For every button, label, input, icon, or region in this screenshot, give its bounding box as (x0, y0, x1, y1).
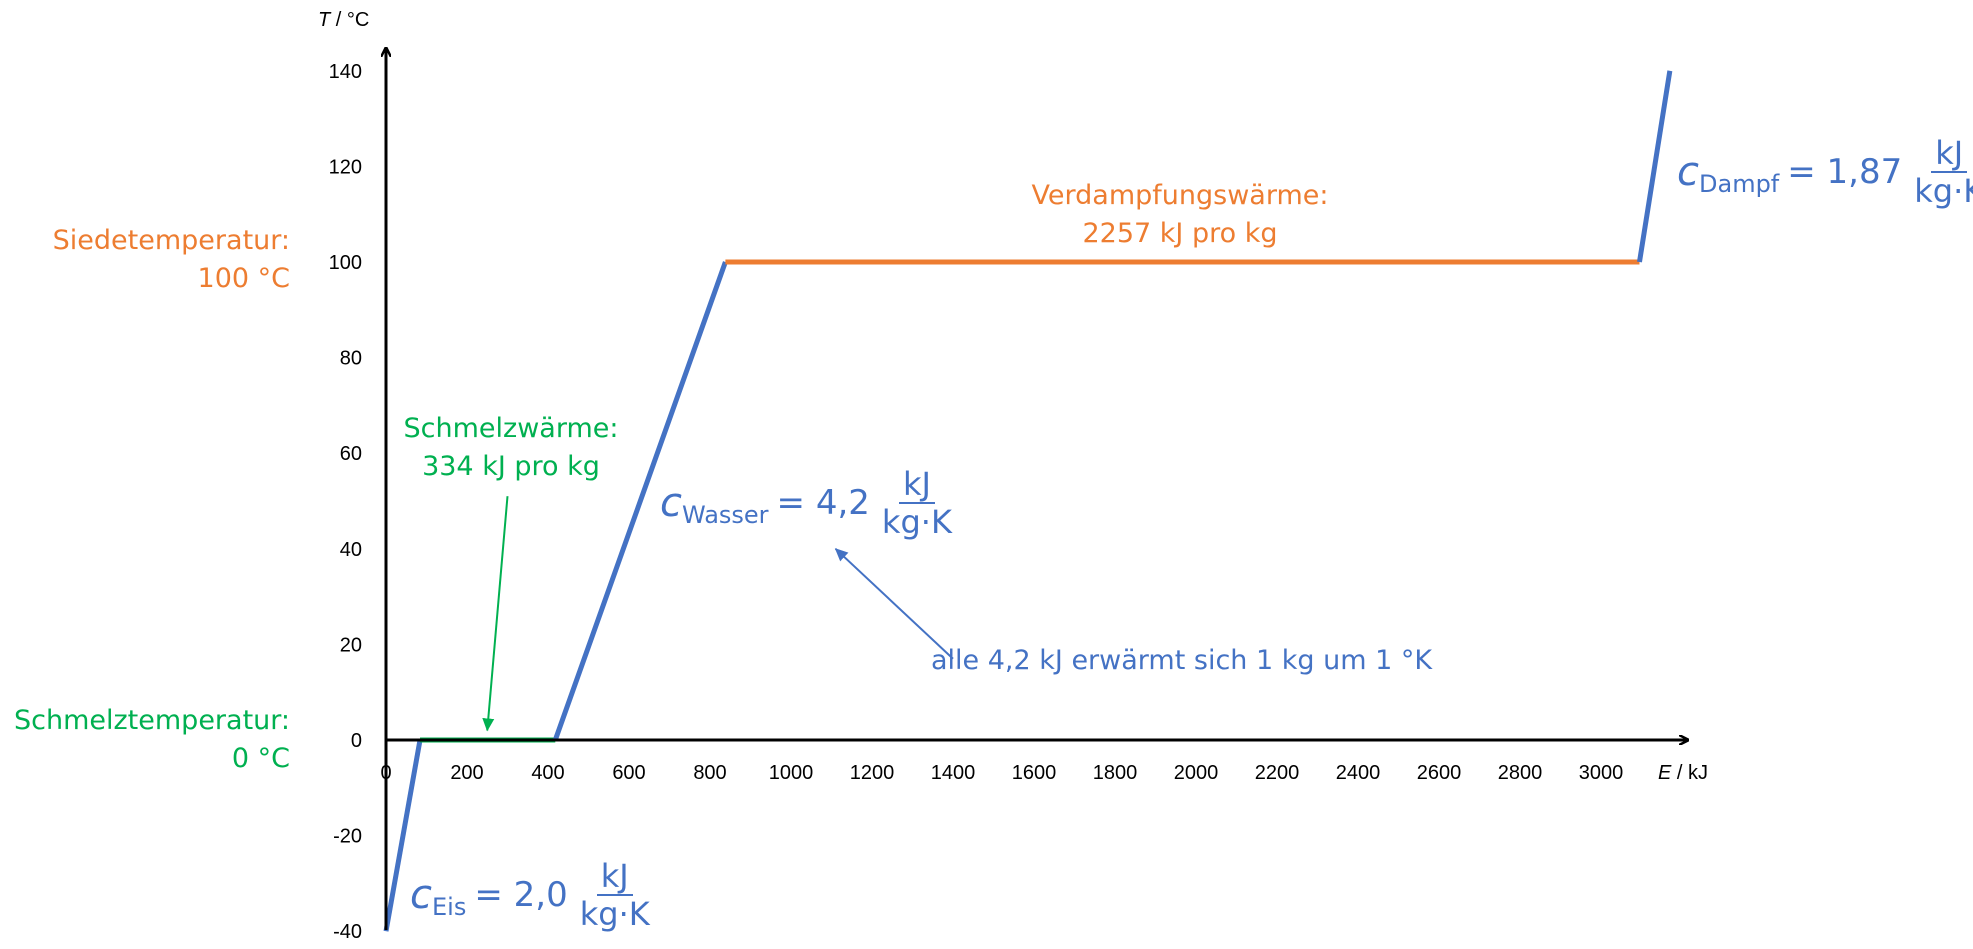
steam-formula-value: = 1,87 (1787, 152, 1903, 192)
water-unit-numerator: kJ (898, 466, 935, 504)
y-tick-label: 0 (351, 730, 362, 752)
melting-temp-label: Schmelztemperatur: 0 °C (14, 702, 290, 778)
x-tick-label: 2600 (1417, 762, 1462, 784)
y-tick-label: 80 (340, 348, 362, 370)
y-tick-label: 100 (329, 252, 362, 274)
steam-formula-symbol: c (1677, 149, 1699, 195)
y-tick-label: 140 (329, 61, 362, 83)
ice-formula-symbol: c (410, 872, 432, 918)
y-tick-label: 40 (340, 539, 362, 561)
boiling-temp-line1: Siedetemperatur: (52, 225, 290, 256)
y-tick-label: 60 (340, 443, 362, 465)
water-heat-capacity-formula: c Wasser = 4,2 kJ kg·K (660, 466, 956, 540)
fusion-heat-line2: 334 kJ pro kg (422, 451, 600, 482)
steam-formula-unit: kJ kg·K (1910, 135, 1973, 209)
steam-unit-denominator: kg·K (1914, 172, 1973, 210)
x-tick-label: 2400 (1336, 762, 1381, 784)
x-tick-label: 1800 (1093, 762, 1138, 784)
vaporization-heat-line1: Verdampfungswärme: (1031, 180, 1329, 211)
steam-unit-numerator: kJ (1931, 135, 1968, 173)
vaporization-heat-label: Verdampfungswärme: 2257 kJ pro kg (980, 177, 1380, 253)
ice-unit-denominator: kg·K (579, 895, 650, 933)
boiling-temp-label: Siedetemperatur: 100 °C (53, 222, 290, 298)
y-axis-title: T / °C (318, 9, 369, 31)
x-tick-label: 1200 (850, 762, 895, 784)
water-formula-subscript: Wasser (682, 501, 769, 529)
y-tick-label: 120 (329, 156, 362, 178)
x-tick-label: 1000 (769, 762, 814, 784)
ice-formula-unit: kJ kg·K (576, 858, 654, 932)
curve-segment-3 (552, 261, 728, 741)
vaporization-heat-line2: 2257 kJ pro kg (1082, 218, 1278, 249)
y-tick-label: -40 (333, 921, 362, 943)
fusion-heat-label: Schmelzwärme: 334 kJ pro kg (386, 410, 636, 486)
curve-segment-5 (1637, 70, 1673, 263)
y-tick-label: -20 (333, 826, 362, 848)
x-tick-label: 1600 (1012, 762, 1057, 784)
water-formula-symbol: c (660, 480, 682, 526)
x-tick-label: 800 (693, 762, 726, 784)
x-tick-label: 600 (612, 762, 645, 784)
x-tick-label: 2000 (1174, 762, 1219, 784)
x-tick-label: 3000 (1579, 762, 1624, 784)
water-formula-value: = 4,2 (776, 483, 870, 523)
x-tick-label: 200 (450, 762, 483, 784)
melting-temp-line1: Schmelztemperatur: (14, 705, 290, 736)
ice-heat-capacity-formula: c Eis = 2,0 kJ kg·K (410, 858, 654, 932)
x-tick-label: 2800 (1498, 762, 1543, 784)
curve-segment-1 (383, 739, 423, 932)
annotation-arrow-1 (482, 496, 509, 732)
water-unit-denominator: kg·K (881, 503, 952, 541)
annotation-arrow-2 (834, 548, 954, 660)
x-axis-title: E / kJ (1658, 762, 1708, 784)
water-formula-unit: kJ kg·K (878, 466, 956, 540)
steam-heat-capacity-formula: c Dampf = 1,87 kJ kg·K (1677, 135, 1973, 209)
water-heating-note: alle 4,2 kJ erwärmt sich 1 kg um 1 °K (931, 645, 1433, 676)
x-tick-label: 1400 (931, 762, 976, 784)
fusion-heat-line1: Schmelzwärme: (403, 413, 619, 444)
x-tick-label: 0 (380, 762, 391, 784)
x-tick-label: 400 (531, 762, 564, 784)
steam-formula-subscript: Dampf (1699, 170, 1780, 198)
boiling-temp-line2: 100 °C (197, 263, 290, 294)
ice-formula-subscript: Eis (432, 893, 467, 921)
melting-temp-line2: 0 °C (231, 743, 290, 774)
y-tick-label: 20 (340, 634, 362, 656)
x-tick-label: 2200 (1255, 762, 1300, 784)
ice-unit-numerator: kJ (596, 858, 633, 896)
ice-formula-value: = 2,0 (474, 875, 568, 915)
